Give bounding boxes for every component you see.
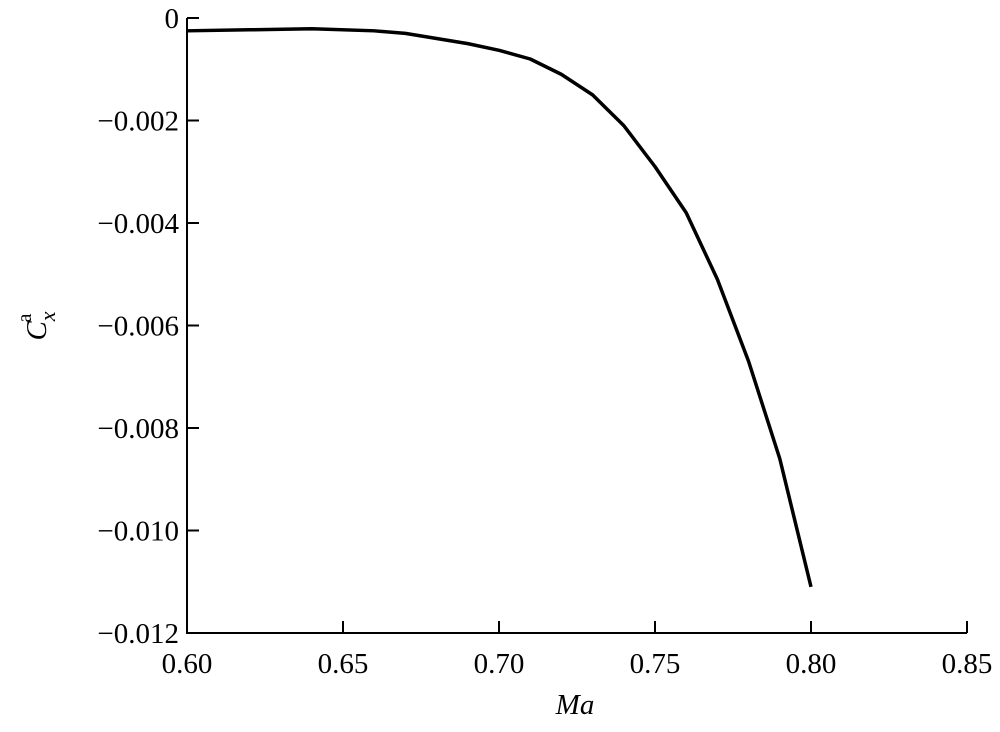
x-tick-label: 0.75	[630, 648, 681, 680]
y-label-sub: x	[35, 311, 60, 322]
x-tick-label: 0.80	[786, 648, 837, 680]
y-tick-label: −0.002	[97, 106, 179, 138]
x-tick-label: 0.65	[318, 648, 369, 680]
x-tick-label: 0.85	[942, 648, 993, 680]
y-label-sup: a	[14, 313, 36, 322]
y-tick-label: −0.012	[97, 618, 179, 650]
y-tick-label: −0.006	[97, 311, 179, 343]
y-axis-label: Cxa	[14, 311, 60, 340]
x-axis-label: Ma	[555, 689, 595, 721]
y-tick-label: 0	[165, 3, 180, 35]
data-line	[186, 27, 813, 588]
y-tick-label: −0.004	[97, 208, 179, 240]
x-tick-label: 0.60	[162, 648, 213, 680]
y-tick-label: −0.010	[97, 516, 179, 548]
y-label-base: C	[21, 321, 53, 341]
y-tick-label: −0.008	[97, 413, 179, 445]
x-tick-label: 0.70	[474, 648, 525, 680]
